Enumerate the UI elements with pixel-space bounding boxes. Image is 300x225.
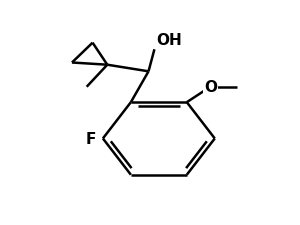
Text: F: F [85, 131, 95, 146]
Text: OH: OH [156, 32, 182, 47]
Text: O: O [204, 80, 217, 95]
